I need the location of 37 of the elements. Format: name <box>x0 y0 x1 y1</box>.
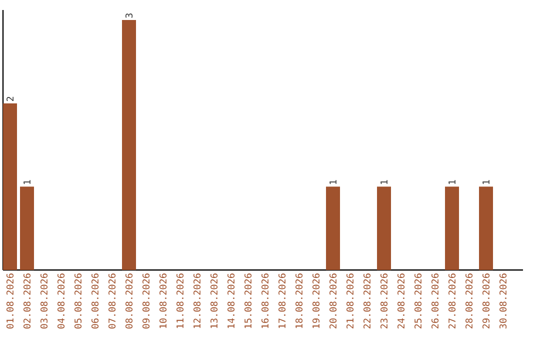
x-tick-label: 25.08.2026 <box>414 274 422 328</box>
x-tick-label: 15.08.2026 <box>244 274 252 328</box>
x-tick-label: 13.08.2026 <box>210 274 218 328</box>
x-tick-label: 04.08.2026 <box>57 274 65 329</box>
x-tick-label: 19.08.2026 <box>312 274 320 328</box>
x-tick-label: 12.08.2026 <box>193 274 201 328</box>
x-tick-label: 07.08.2026 <box>108 274 116 329</box>
x-tick-label: 20.08.2026 <box>329 274 337 328</box>
x-tick-label: 29.08.2026 <box>482 274 490 328</box>
x-tick-label: 17.08.2026 <box>278 274 286 328</box>
data-label: 3 <box>125 13 133 18</box>
x-tick-label: 28.08.2026 <box>465 274 473 328</box>
x-tick-label: 22.08.2026 <box>363 274 371 328</box>
x-tick-label: 09.08.2026 <box>142 274 150 329</box>
x-tick-label: 14.08.2026 <box>227 274 235 328</box>
x-tick-label: 01.08.2026 <box>6 274 14 329</box>
data-label: 1 <box>482 180 490 184</box>
x-tick-label: 24.08.2026 <box>397 274 405 328</box>
x-tick-label: 08.08.2026 <box>125 274 133 329</box>
data-label: 2 <box>6 96 14 102</box>
x-tick-label: 03.08.2026 <box>40 274 48 329</box>
x-tick-label: 30.08.2026 <box>499 274 507 328</box>
data-label: 1 <box>380 180 388 184</box>
data-label: 1 <box>448 180 456 184</box>
x-tick-label: 18.08.2026 <box>295 274 303 328</box>
x-tick-label: 21.08.2026 <box>346 274 354 328</box>
x-tick-label: 10.08.2026 <box>159 274 167 328</box>
x-tick-label: 06.08.2026 <box>91 274 99 329</box>
x-tick-label: 02.08.2026 <box>23 274 31 329</box>
x-tick-label: 16.08.2026 <box>261 274 269 328</box>
x-tick-label: 27.08.2026 <box>448 274 456 328</box>
x-tick-label: 05.08.2026 <box>74 274 82 329</box>
x-tick-label: 26.08.2026 <box>431 274 439 328</box>
x-tick-label: 11.08.2026 <box>176 274 184 328</box>
data-label: 1 <box>24 180 30 184</box>
x-tick-label: 23.08.2026 <box>380 274 388 328</box>
data-label: 1 <box>330 180 336 184</box>
